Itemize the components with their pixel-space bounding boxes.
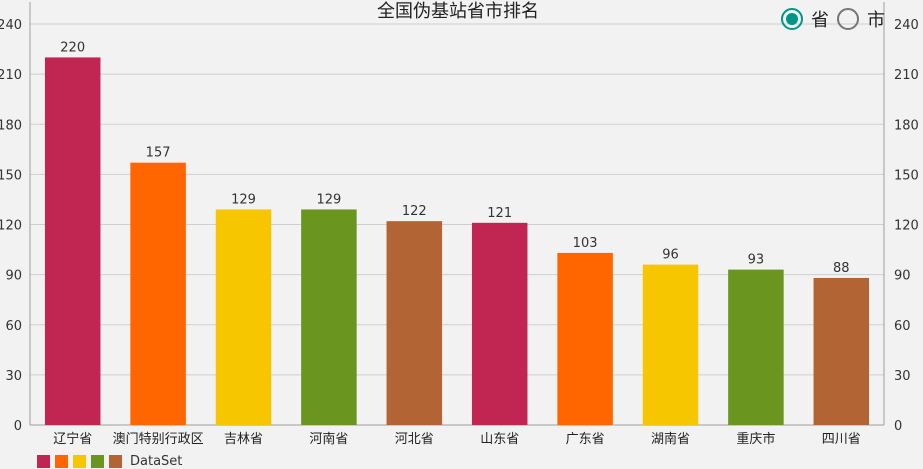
radio-city-indicator[interactable] — [837, 8, 859, 30]
bar — [471, 222, 528, 425]
radio-province[interactable]: 省 — [781, 6, 829, 32]
x-tick-label: 湖南省 — [651, 431, 690, 447]
bar-value-label: 129 — [316, 192, 341, 207]
y-tick-label-left: 180 — [0, 118, 22, 133]
y-tick-label-left: 210 — [0, 68, 22, 83]
x-tick-label: 广东省 — [566, 432, 605, 447]
bar — [557, 252, 613, 425]
bar — [728, 269, 784, 425]
bar — [642, 264, 699, 425]
y-tick-label-left: 90 — [5, 269, 22, 284]
y-tick-label-right: 60 — [894, 319, 911, 334]
province-city-toggle: 省 市 — [781, 6, 885, 32]
legend-label: DataSet — [130, 454, 183, 469]
bar — [130, 162, 186, 425]
bar-value-label: 157 — [146, 146, 171, 161]
legend: DataSet — [37, 455, 182, 468]
y-tick-label-right: 120 — [894, 219, 919, 234]
y-tick-label-right: 210 — [894, 68, 919, 83]
y-tick-label-left: 240 — [0, 18, 22, 33]
legend-swatch — [73, 455, 86, 468]
y-tick-label-left: 120 — [0, 219, 22, 234]
y-tick-label-right: 0 — [894, 419, 902, 434]
bar-value-label: 220 — [60, 40, 85, 55]
y-tick-label-left: 60 — [5, 319, 22, 334]
x-tick-label: 四川省 — [822, 432, 861, 447]
bar-value-label: 129 — [231, 192, 256, 207]
bar — [44, 57, 101, 426]
bar — [813, 277, 870, 425]
legend-swatches — [37, 455, 127, 468]
legend-swatch — [91, 455, 104, 468]
y-tick-label-right: 240 — [894, 18, 919, 33]
chart-title: 全国伪基站省市排名 — [377, 1, 539, 22]
y-tick-label-right: 180 — [894, 118, 919, 133]
bar — [301, 209, 357, 425]
x-tick-label: 山东省 — [480, 432, 519, 447]
y-tick-label-right: 90 — [894, 269, 911, 284]
radio-city-label: 市 — [867, 10, 885, 31]
radio-province-label: 省 — [811, 10, 829, 31]
bar-value-label: 96 — [662, 248, 679, 263]
x-tick-label: 重庆市 — [736, 431, 775, 447]
x-tick-label: 河南省 — [309, 431, 348, 447]
y-tick-label-left: 150 — [0, 168, 22, 183]
y-tick-label-left: 0 — [14, 419, 22, 434]
x-tick-label: 澳门特别行政区 — [113, 431, 204, 447]
bar-value-label: 121 — [487, 206, 512, 221]
x-tick-label: 河北省 — [395, 432, 434, 447]
y-tick-label-right: 150 — [894, 168, 919, 183]
legend-swatch — [109, 455, 122, 468]
x-tick-label: 辽宁省 — [53, 431, 92, 447]
radio-selected-dot — [786, 13, 798, 25]
bar — [386, 221, 443, 425]
bar-value-label: 93 — [748, 253, 765, 268]
radio-city[interactable]: 市 — [837, 6, 885, 32]
y-tick-label-left: 30 — [5, 369, 22, 384]
x-tick-label: 吉林省 — [224, 432, 263, 447]
bar-value-label: 103 — [573, 236, 598, 251]
bar — [215, 209, 272, 425]
legend-swatch — [55, 455, 68, 468]
bar-value-label: 122 — [402, 204, 427, 219]
radio-province-indicator[interactable] — [781, 8, 803, 30]
legend-swatch — [37, 455, 50, 468]
bar-value-label: 88 — [833, 261, 850, 276]
y-tick-label-right: 30 — [894, 369, 911, 384]
